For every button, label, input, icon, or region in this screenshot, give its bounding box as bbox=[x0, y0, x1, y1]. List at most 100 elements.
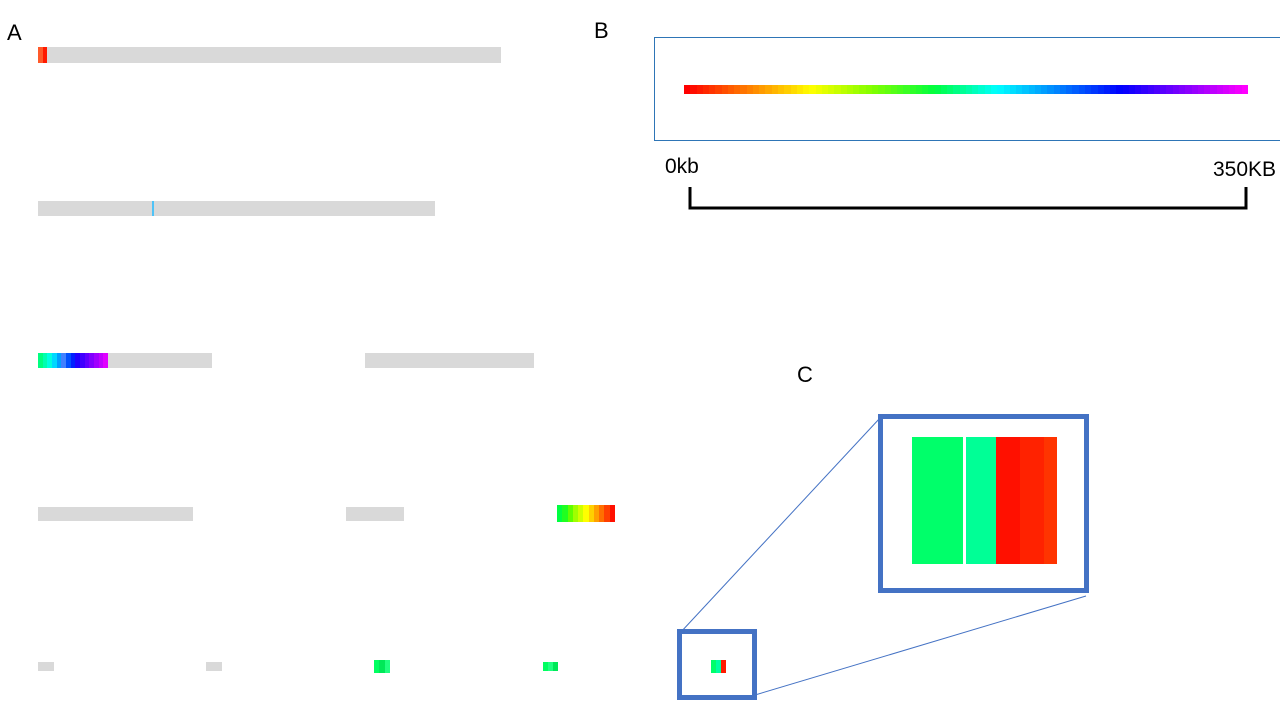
legend-gradient-segment bbox=[1197, 85, 1205, 94]
legend-gradient-segment bbox=[940, 85, 948, 94]
legend-gradient-segment bbox=[1235, 85, 1242, 94]
legend-gradient-segment bbox=[1153, 85, 1161, 94]
legend-gradient-segment bbox=[1172, 85, 1179, 94]
legend-gradient-segment bbox=[1034, 85, 1042, 94]
legend-gradient-segment bbox=[746, 85, 753, 94]
legend-gradient-segment bbox=[1229, 85, 1236, 94]
track-row-3b bbox=[365, 353, 534, 368]
zoom-source-strip bbox=[711, 660, 726, 673]
legend-gradient-segment bbox=[871, 85, 879, 94]
legend-gradient-segment bbox=[1185, 85, 1192, 94]
legend-gradient-segment bbox=[922, 85, 929, 94]
zoom-block-red-2 bbox=[1020, 437, 1044, 564]
track-row-1 bbox=[38, 47, 501, 63]
legend-gradient-segment bbox=[884, 85, 891, 94]
legend-gradient-segment bbox=[1122, 85, 1129, 94]
hit-mark-row-2 bbox=[152, 201, 154, 216]
legend-box bbox=[654, 37, 1280, 141]
legend-gradient-segment bbox=[859, 85, 866, 94]
legend-gradient-segment bbox=[991, 85, 998, 94]
legend-gradient-segment bbox=[934, 85, 941, 94]
legend-gradient-segment bbox=[1204, 85, 1211, 94]
legend-gradient-segment bbox=[821, 85, 829, 94]
track-row-4a bbox=[38, 507, 193, 521]
legend-gradient-segment bbox=[809, 85, 816, 94]
scale-start-label: 0kb bbox=[665, 155, 699, 178]
legend-gradient-segment bbox=[903, 85, 910, 94]
legend-gradient-segment bbox=[1178, 85, 1186, 94]
legend-gradient-segment bbox=[840, 85, 847, 94]
legend-gradient-segment bbox=[815, 85, 822, 94]
legend-gradient-segment bbox=[828, 85, 835, 94]
legend-gradient-segment bbox=[1022, 85, 1029, 94]
legend-gradient-segment bbox=[1003, 85, 1010, 94]
legend-gradient-segment bbox=[1097, 85, 1104, 94]
legend-gradient-segment bbox=[959, 85, 966, 94]
legend-gradient-segment bbox=[1016, 85, 1023, 94]
legend-gradient-segment bbox=[734, 85, 741, 94]
legend-gradient-segment bbox=[1128, 85, 1136, 94]
legend-gradient-segment bbox=[1160, 85, 1167, 94]
legend-gradient-segment bbox=[759, 85, 766, 94]
panel-label-b: B bbox=[594, 18, 609, 43]
legend-gradient-segment bbox=[796, 85, 804, 94]
legend-gradient-segment bbox=[834, 85, 841, 94]
track-row-4b bbox=[346, 507, 404, 521]
legend-gradient-strip bbox=[684, 85, 1248, 94]
legend-gradient-segment bbox=[1166, 85, 1173, 94]
zoom-connector-bottom bbox=[754, 595, 1087, 696]
legend-gradient-segment bbox=[740, 85, 747, 94]
legend-gradient-segment bbox=[965, 85, 973, 94]
legend-gradient-segment bbox=[1059, 85, 1067, 94]
legend-gradient-segment bbox=[1191, 85, 1198, 94]
legend-gradient-segment bbox=[1053, 85, 1060, 94]
legend-gradient-segment bbox=[1116, 85, 1123, 94]
legend-gradient-segment bbox=[1009, 85, 1017, 94]
legend-gradient-segment bbox=[915, 85, 923, 94]
legend-gradient-segment bbox=[1241, 85, 1248, 94]
legend-gradient-segment bbox=[890, 85, 898, 94]
hit-strip-row-1 bbox=[38, 47, 47, 63]
legend-gradient-segment bbox=[928, 85, 935, 94]
legend-gradient-segment bbox=[865, 85, 872, 94]
zoom-connector-top bbox=[679, 417, 881, 634]
legend-gradient-segment bbox=[972, 85, 979, 94]
legend-gradient-segment bbox=[790, 85, 797, 94]
legend-gradient-segment bbox=[1047, 85, 1054, 94]
legend-gradient-segment bbox=[765, 85, 772, 94]
legend-gradient-segment bbox=[878, 85, 885, 94]
legend-gradient-segment bbox=[715, 85, 722, 94]
legend-gradient-segment bbox=[709, 85, 716, 94]
legend-gradient-segment bbox=[684, 85, 691, 94]
legend-gradient-segment bbox=[721, 85, 728, 94]
legend-gradient-segment bbox=[947, 85, 954, 94]
track-row-5a bbox=[38, 662, 54, 671]
scale-bracket bbox=[688, 187, 1248, 210]
legend-gradient-segment bbox=[1222, 85, 1230, 94]
legend-gradient-segment bbox=[702, 85, 710, 94]
legend-gradient-segment bbox=[1028, 85, 1035, 94]
legend-gradient-segment bbox=[853, 85, 860, 94]
legend-gradient-segment bbox=[752, 85, 760, 94]
track-row-2 bbox=[38, 201, 435, 216]
legend-gradient-segment bbox=[1110, 85, 1117, 94]
legend-gradient-segment bbox=[784, 85, 791, 94]
legend-gradient-segment bbox=[1103, 85, 1111, 94]
zoom-detail-box bbox=[878, 414, 1089, 593]
hit-strip-row-3 bbox=[38, 353, 109, 368]
legend-gradient-segment bbox=[909, 85, 916, 94]
legend-gradient-segment bbox=[978, 85, 985, 94]
zoom-block-aqua bbox=[966, 437, 996, 564]
legend-gradient-segment bbox=[777, 85, 785, 94]
legend-gradient-segment bbox=[690, 85, 697, 94]
zoom-block-red-3 bbox=[1044, 437, 1057, 564]
legend-gradient-segment bbox=[897, 85, 904, 94]
legend-gradient-segment bbox=[803, 85, 810, 94]
legend-gradient-segment bbox=[1078, 85, 1085, 94]
zoom-block-red-1 bbox=[996, 437, 1020, 564]
legend-gradient-segment bbox=[984, 85, 992, 94]
legend-gradient-segment bbox=[771, 85, 778, 94]
legend-gradient-segment bbox=[953, 85, 960, 94]
zoom-block-green bbox=[912, 437, 963, 564]
legend-gradient-segment bbox=[1216, 85, 1223, 94]
